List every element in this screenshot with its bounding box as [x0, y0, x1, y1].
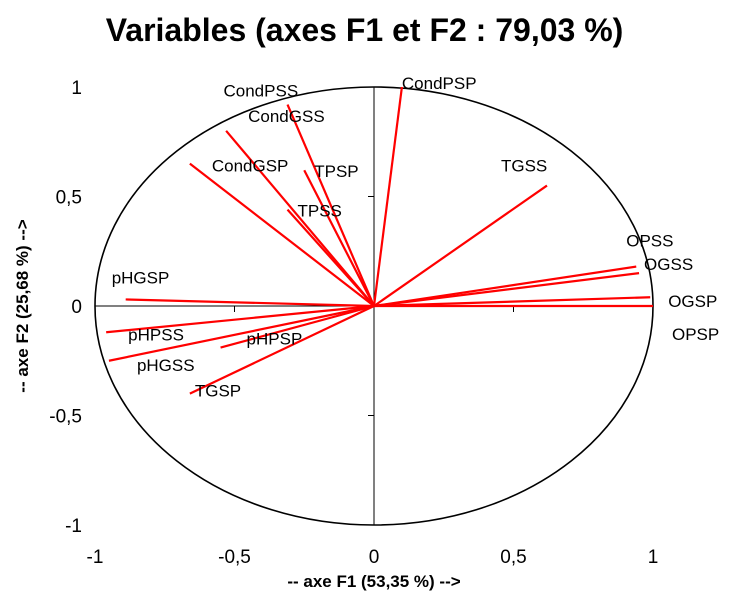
label-condgss: CondGSS [248, 107, 325, 126]
y-tick-label: -0,5 [49, 407, 82, 428]
label-opss: OPSS [626, 232, 673, 251]
vector-tpsp [303, 169, 375, 307]
x-tick-label: 0,5 [500, 547, 526, 568]
label-tpss: TPSS [298, 202, 342, 221]
vector-ogsp [373, 296, 651, 308]
x-tick-label: -0,5 [218, 547, 251, 568]
label-opsp: OPSP [672, 325, 719, 344]
y-tick-label: 0,5 [56, 188, 82, 209]
labels-layer: CondPSS CondPSP CondGSS CondGSP TPSP TPSS TGSS… [112, 74, 720, 401]
axes-layer: -1 -0,5 0 0,5 1 1 0,5 0 -0,5 -1 [49, 78, 658, 568]
vector-condpsp [372, 86, 403, 307]
vector-phpss [106, 304, 375, 334]
vector-tgss [373, 184, 548, 307]
label-condpss: CondPSS [224, 82, 299, 101]
vector-phgsp [125, 298, 375, 308]
label-condpsp: CondPSP [402, 74, 477, 93]
vector-phpsp [220, 304, 375, 349]
x-tick-label: 0 [369, 547, 380, 568]
vector-opss [373, 265, 637, 308]
label-condgsp: CondGSP [212, 157, 289, 176]
x-axis-title: -- axe F1 (53,35 %) --> [287, 572, 460, 591]
label-phgsp: pHGSP [112, 268, 170, 287]
vector-condpss [286, 104, 376, 307]
label-phpss: pHPSS [128, 325, 184, 344]
y-tick-label: 1 [71, 78, 82, 99]
vector-condgss [225, 130, 375, 307]
label-tgss: TGSS [501, 157, 547, 176]
chart-title: Variables (axes F1 et F2 : 79,03 %) [105, 12, 624, 48]
vector-ogss [373, 272, 640, 308]
vector-tgsp [189, 305, 375, 395]
x-tick-label: -1 [87, 547, 104, 568]
label-tpsp: TPSP [314, 162, 358, 181]
vector-condgsp [189, 162, 375, 307]
label-tgsp: TGSP [195, 382, 241, 401]
x-tick-label: 1 [648, 547, 659, 568]
y-tick-label: -1 [65, 516, 82, 537]
y-tick-label: 0 [71, 297, 82, 318]
label-ogss: OGSS [644, 255, 693, 274]
vector-tpss [286, 208, 375, 307]
vectors-layer [106, 86, 653, 395]
vector-phgss [108, 304, 375, 362]
label-phpsp: pHPSP [247, 330, 303, 349]
label-phgss: pHGSS [137, 356, 195, 375]
y-axis-title: -- axe F2 (25,68 %) --> [13, 219, 32, 392]
label-ogsp: OGSP [668, 292, 717, 311]
